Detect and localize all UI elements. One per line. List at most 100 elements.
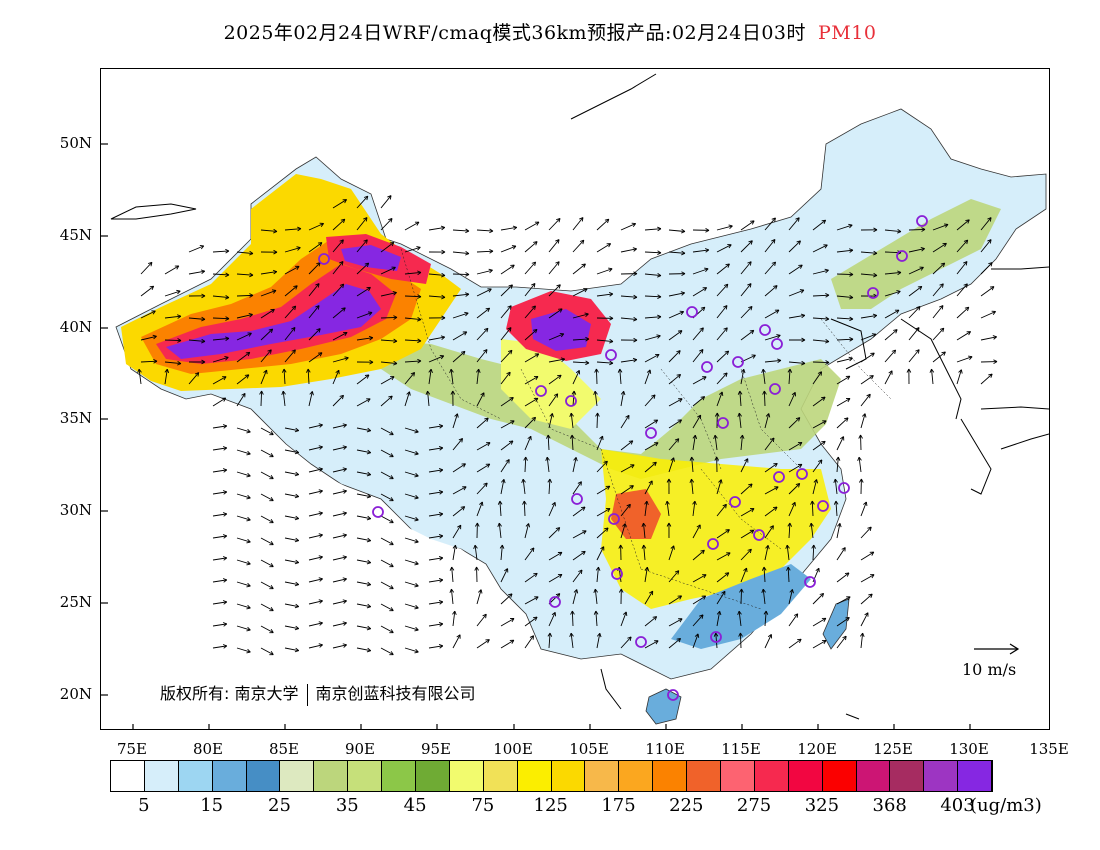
wind-vector <box>140 285 154 297</box>
wind-vector <box>788 417 801 429</box>
color-scale-swatch <box>924 761 959 791</box>
wind-vector-head <box>605 461 608 466</box>
wind-vector-head <box>344 332 348 337</box>
wind-vector <box>620 359 637 363</box>
lon-label: 95E <box>420 740 452 758</box>
wind-vector-head <box>665 500 668 506</box>
wind-vector-head <box>462 506 466 511</box>
wind-vector-head <box>270 651 274 655</box>
wind-vector-head <box>366 518 371 521</box>
wind-vector <box>668 330 683 341</box>
wind-vector-head <box>703 307 706 312</box>
wind-vector-head <box>201 316 206 320</box>
wind-vector-head <box>270 629 274 633</box>
wind-vector-head <box>273 271 278 275</box>
wind-vector-head <box>964 306 969 309</box>
map-title: 2025年02月24日WRF/cmaq模式36km预报产品:02月24日03时 P… <box>0 18 1100 45</box>
wind-vector-head <box>439 513 444 517</box>
wind-vector-head <box>177 314 182 317</box>
wind-vector-head <box>389 195 392 200</box>
wind-vector-head <box>747 261 752 264</box>
wind-vector-head <box>294 518 299 521</box>
wind-vector-head <box>810 522 814 527</box>
wind-vector <box>740 283 752 297</box>
wind-vector-head <box>825 269 829 274</box>
wind-vector <box>668 638 681 649</box>
wind-vector <box>522 479 526 495</box>
wind-vector-head <box>341 307 346 309</box>
wind-vector-head <box>739 588 742 593</box>
lon-label: 75E <box>116 740 148 758</box>
wind-vector-head <box>297 228 302 232</box>
wind-vector <box>356 449 371 454</box>
wind-vector-head <box>417 294 422 298</box>
lon-label: 130E <box>949 740 989 758</box>
wind-vector <box>644 461 657 473</box>
wind-vector-head <box>694 633 699 637</box>
color-scale-swatch <box>483 761 518 791</box>
wind-vector-head <box>585 338 590 342</box>
wind-vector-head <box>532 547 535 552</box>
wind-vector-head <box>871 375 874 380</box>
wind-vector-head <box>858 434 861 439</box>
wind-vector <box>356 537 371 542</box>
wind-vector-head <box>723 372 728 375</box>
wind-vector <box>812 617 827 627</box>
wind-vector <box>356 217 368 231</box>
wind-vector <box>764 463 778 473</box>
wind-vector-head <box>654 616 658 621</box>
wind-vector-head <box>271 289 277 291</box>
lat-label: 25N <box>59 593 92 611</box>
wind-vector-head <box>201 361 206 365</box>
wind-vector-head <box>920 267 924 271</box>
wind-vector-head <box>534 305 536 310</box>
wind-vector-head <box>649 590 653 594</box>
wind-vector <box>404 581 419 587</box>
wind-vector-head <box>489 250 494 254</box>
wind-vector <box>380 218 393 231</box>
wind-vector <box>212 579 227 583</box>
wind-vector-head <box>319 512 323 516</box>
wind-vector-head <box>483 327 489 330</box>
wind-vector-head <box>339 283 344 286</box>
wind-vector <box>236 515 251 521</box>
wind-vector <box>739 391 742 407</box>
zone-35-45 <box>371 339 841 479</box>
wind-vector-head <box>535 241 538 246</box>
wind-vector-head <box>414 519 419 522</box>
wind-vector <box>476 250 494 253</box>
wind-vector <box>812 294 830 297</box>
wind-vector <box>428 535 443 539</box>
wind-vector-head <box>680 311 685 316</box>
wind-vector-head <box>849 274 854 277</box>
wind-vector-head <box>417 272 422 276</box>
wind-vector-head <box>716 610 721 615</box>
wind-vector <box>548 551 563 561</box>
wind-vector-head <box>651 394 656 397</box>
wind-vector <box>188 372 200 385</box>
wind-vector-head <box>343 622 347 626</box>
wind-vector-head <box>366 584 371 587</box>
wind-vector-head <box>969 356 973 360</box>
wind-vector-head <box>246 374 250 379</box>
wind-vector-head <box>319 446 323 450</box>
lon-label: 115E <box>721 740 761 758</box>
wind-vector <box>380 647 394 656</box>
wind-vector <box>788 369 791 385</box>
wind-vector-head <box>772 506 778 509</box>
wind-vector-head <box>737 610 740 616</box>
wind-vector-head <box>633 248 637 252</box>
wind-vector-head <box>547 434 551 439</box>
wind-vector-head <box>670 457 675 461</box>
wind-vector <box>572 288 588 297</box>
wind-vector-head <box>749 329 754 332</box>
wind-vector-head <box>246 651 251 654</box>
wind-vector-head <box>750 306 753 311</box>
wind-vector-head <box>307 368 311 373</box>
wind-vector-head <box>771 239 776 242</box>
wind-vector-head <box>415 450 419 455</box>
wind-vector-head <box>513 227 518 231</box>
wind-vector <box>546 457 550 473</box>
wind-vector-head <box>677 570 680 575</box>
wind-vector <box>404 647 419 653</box>
